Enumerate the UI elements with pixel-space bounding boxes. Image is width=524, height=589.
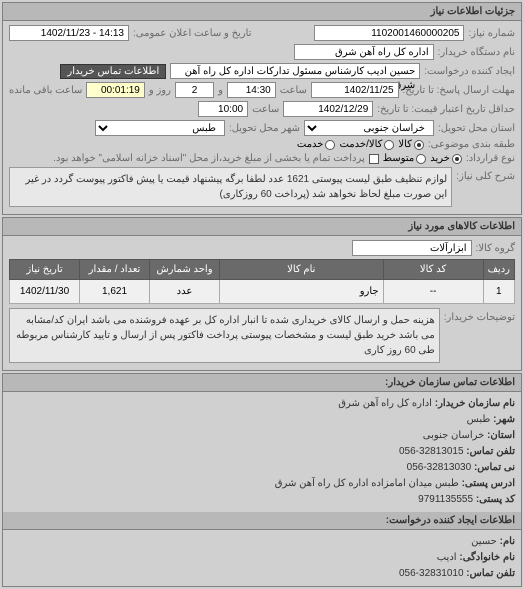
province-select[interactable]: خراسان جنوبی bbox=[304, 120, 434, 136]
time-label-1: ساعت bbox=[280, 85, 307, 96]
buyer-notes-box: هزینه حمل و ارسال کالای خریداری شده تا ا… bbox=[9, 308, 440, 363]
budget-opt-2: کالا/خدمت bbox=[339, 139, 382, 150]
cfax-value: 32813030-056 bbox=[407, 462, 472, 473]
contact-panel: اطلاعات تماس سازمان خریدار: نام سازمان خ… bbox=[2, 373, 522, 587]
rlname-value: ادیب bbox=[437, 552, 457, 563]
need-desc-label: شرح کلی نیاز: bbox=[456, 167, 515, 182]
budget-radio-2[interactable]: کالا/خدمت bbox=[339, 139, 394, 150]
city-select[interactable]: طبس bbox=[95, 120, 225, 136]
time-label-2: ساعت bbox=[252, 104, 279, 115]
th-row: ردیف bbox=[483, 260, 514, 280]
panel-body-4: نام: حسین نام خانوادگی: ادیب تلفن تماس: … bbox=[3, 530, 521, 586]
remain-value: 00:01:19 bbox=[86, 82, 144, 98]
org-value: اداره کل راه آهن شرق bbox=[338, 398, 432, 409]
rphone-label: تلفن تماس: bbox=[466, 568, 515, 579]
contract-opt-2: متوسط bbox=[383, 153, 414, 164]
req-no-label: شماره نیاز: bbox=[468, 28, 515, 39]
panel-header-3: اطلاعات تماس سازمان خریدار: bbox=[3, 374, 521, 392]
czip-label: کد پستی: bbox=[476, 494, 515, 505]
contract-radio-1[interactable]: خرید bbox=[430, 153, 462, 164]
contract-opt-1: خرید bbox=[430, 153, 450, 164]
panel-header-1: جزئیات اطلاعات نیاز bbox=[3, 3, 521, 21]
remain-label: ساعت باقی مانده bbox=[9, 85, 82, 96]
panel-body-2: گروه کالا: ابزارآلات ردیف کد کالا نام کا… bbox=[3, 236, 521, 370]
resp-date-value: 1402/11/25 bbox=[311, 82, 399, 98]
panel-body-1: شماره نیاز: 1102001460000205 تاریخ و ساع… bbox=[3, 21, 521, 214]
need-desc-box: لوازم تنظیف طبق لیست پیوستی 1621 عدد لطف… bbox=[9, 167, 452, 207]
budget-label: طبقه بندی موضوعی: bbox=[428, 139, 515, 150]
cell-name: جارو bbox=[220, 280, 384, 304]
buyer-value: اداره کل راه آهن شرق bbox=[294, 44, 434, 60]
goods-panel: اطلاعات کالاهای مورد نیاز گروه کالا: ابز… bbox=[2, 217, 522, 371]
resp-deadline-label: مهلت ارسال پاسخ: تا تاریخ: bbox=[403, 85, 515, 96]
resp-time-value: 14:30 bbox=[227, 82, 276, 98]
th-name: نام کالا bbox=[220, 260, 384, 280]
budget-radio-1[interactable]: کالا bbox=[398, 139, 424, 150]
days-label: روز و bbox=[149, 85, 171, 96]
contract-radio-group: خرید متوسط bbox=[383, 153, 462, 164]
czip-value: 9791135555 bbox=[418, 494, 473, 505]
contract-note: پرداخت تمام یا بخشی از مبلغ خرید،از محل … bbox=[53, 153, 365, 164]
rlname-label: نام خانوادگی: bbox=[459, 552, 515, 563]
cell-qty: 1,621 bbox=[80, 280, 150, 304]
contact-button[interactable]: اطلاعات تماس خریدار bbox=[60, 64, 166, 79]
panel-body-3: نام سازمان خریدار: اداره کل راه آهن شرق … bbox=[3, 392, 521, 512]
group-value: ابزارآلات bbox=[352, 240, 472, 256]
th-code: کد کالا bbox=[383, 260, 483, 280]
pub-datetime-label: تاریخ و ساعت اعلان عمومی: bbox=[133, 28, 252, 39]
cell-row: 1 bbox=[483, 280, 514, 304]
day-and-label: و bbox=[218, 85, 223, 96]
rphone-value: 32831010-056 bbox=[399, 568, 464, 579]
budget-radio-3[interactable]: خدمت bbox=[297, 139, 336, 150]
buyer-notes-label: توضیحات خریدار: bbox=[444, 308, 515, 323]
pub-datetime-value: 14:13 - 1402/11/23 bbox=[9, 25, 129, 41]
th-date: تاریخ نیاز bbox=[10, 260, 80, 280]
th-qty: تعداد / مقدار bbox=[80, 260, 150, 280]
cell-code: -- bbox=[383, 280, 483, 304]
panel-header-2: اطلاعات کالاهای مورد نیاز bbox=[3, 218, 521, 236]
price-date-value: 1402/12/29 bbox=[283, 101, 373, 117]
caddr-value: طبس میدان امامزاده اداره کل راه آهن شرق bbox=[275, 478, 459, 489]
rname-label: نام: bbox=[500, 536, 515, 547]
cphone-label: تلفن تماس: bbox=[466, 446, 515, 457]
cfax-label: نی تماس: bbox=[474, 462, 515, 473]
radio-icon bbox=[452, 154, 462, 164]
table-header-row: ردیف کد کالا نام کالا واحد شمارش تعداد /… bbox=[10, 260, 515, 280]
req-no-value: 1102001460000205 bbox=[314, 25, 464, 41]
price-time-value: 10:00 bbox=[198, 101, 248, 117]
creator-label: ایجاد کننده درخواست: bbox=[424, 66, 515, 77]
budget-radio-group: کالا کالا/خدمت خدمت bbox=[297, 139, 424, 150]
radio-icon bbox=[325, 140, 335, 150]
panel-header-4: اطلاعات ایجاد کننده درخواست: bbox=[3, 512, 521, 530]
table-row[interactable]: 1 -- جارو عدد 1,621 1402/11/30 bbox=[10, 280, 515, 304]
radio-icon bbox=[384, 140, 394, 150]
need-details-panel: جزئیات اطلاعات نیاز شماره نیاز: 11020014… bbox=[2, 2, 522, 215]
cprov-value: خراسان جنوبی bbox=[423, 430, 485, 441]
days-value: 2 bbox=[175, 82, 214, 98]
radio-icon bbox=[414, 140, 424, 150]
contract-radio-2[interactable]: متوسط bbox=[383, 153, 426, 164]
cell-unit: عدد bbox=[150, 280, 220, 304]
caddr-label: ادرس پستی: bbox=[462, 478, 515, 489]
contract-checkbox[interactable] bbox=[369, 154, 379, 164]
cphone-value: 32813015-056 bbox=[399, 446, 464, 457]
rname-value: حسین bbox=[471, 536, 497, 547]
ccity-label: شهر: bbox=[493, 414, 515, 425]
ccity-value: طبس bbox=[467, 414, 491, 425]
budget-opt-3: خدمت bbox=[297, 139, 324, 150]
budget-opt-1: کالا bbox=[398, 139, 412, 150]
th-unit: واحد شمارش bbox=[150, 260, 220, 280]
contract-label: نوع قرارداد: bbox=[466, 153, 515, 164]
buyer-label: نام دستگاه خریدار: bbox=[438, 47, 515, 58]
radio-icon bbox=[416, 154, 426, 164]
creator-value: حسین ادیب کارشناس مسئول تدارکات اداره کل… bbox=[170, 63, 420, 79]
cprov-label: استان: bbox=[487, 430, 515, 441]
org-label: نام سازمان خریدار: bbox=[435, 398, 515, 409]
cell-date: 1402/11/30 bbox=[10, 280, 80, 304]
city-label: شهر محل تحویل: bbox=[229, 123, 300, 134]
price-valid-label: حداقل تاریخ اعتبار قیمت: تا تاریخ: bbox=[377, 104, 515, 115]
province-label: استان محل تحویل: bbox=[438, 123, 515, 134]
goods-table: ردیف کد کالا نام کالا واحد شمارش تعداد /… bbox=[9, 259, 515, 304]
group-label: گروه کالا: bbox=[476, 243, 515, 254]
